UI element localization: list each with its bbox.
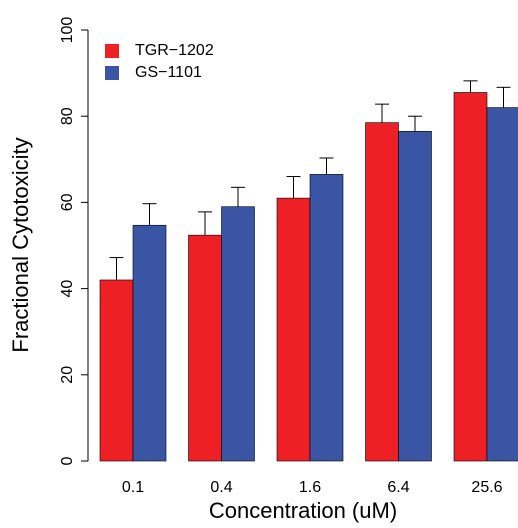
x-tick-label: 25.6 xyxy=(471,479,502,496)
bar xyxy=(453,92,488,462)
error-bar xyxy=(142,203,157,226)
bar xyxy=(309,174,344,462)
error-bar xyxy=(408,115,422,132)
bar xyxy=(221,206,255,462)
error-bar xyxy=(198,211,212,236)
bar xyxy=(486,107,518,462)
x-tick-label: 6.4 xyxy=(387,479,409,496)
bar xyxy=(398,130,432,462)
bar xyxy=(276,197,311,462)
x-axis-title: Concentration (uM) xyxy=(209,498,397,523)
y-tick-label: 20 xyxy=(59,366,76,384)
bar xyxy=(132,224,167,462)
error-bar xyxy=(109,257,124,280)
bar xyxy=(365,122,399,462)
legend-swatch xyxy=(105,66,119,80)
y-tick-label: 100 xyxy=(59,17,76,44)
legend-label: TGR−1202 xyxy=(135,42,214,59)
x-tick-label: 0.1 xyxy=(122,479,144,496)
bar xyxy=(188,234,222,462)
y-tick-label: 80 xyxy=(59,107,76,125)
x-tick-label: 0.4 xyxy=(210,479,232,496)
error-bar xyxy=(496,86,511,108)
error-bar xyxy=(319,157,334,175)
bar xyxy=(99,279,134,462)
error-bar xyxy=(231,186,245,207)
error-bar xyxy=(286,176,301,199)
legend-label: GS−1101 xyxy=(135,64,202,81)
legend-swatch xyxy=(105,44,119,58)
error-bar xyxy=(463,80,478,93)
y-tick-label: 40 xyxy=(59,280,76,298)
y-axis-title: Fractional Cytotoxicity xyxy=(8,137,33,352)
y-tick-label: 60 xyxy=(59,193,76,211)
error-bar xyxy=(375,103,389,123)
x-tick-label: 1.6 xyxy=(299,479,321,496)
y-tick-label: 0 xyxy=(59,456,76,465)
